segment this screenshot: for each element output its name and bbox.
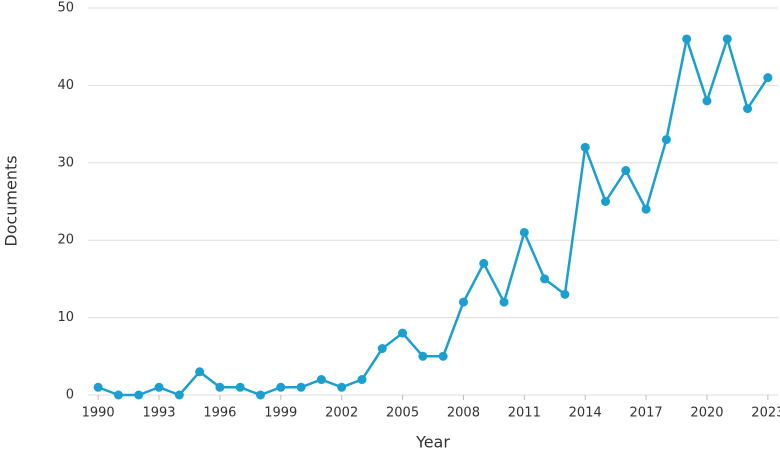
point <box>641 204 651 214</box>
point <box>357 375 367 385</box>
point <box>743 104 753 114</box>
point <box>601 197 610 206</box>
point <box>296 382 306 392</box>
x-tick-label: 1993 <box>142 406 175 421</box>
point <box>398 328 408 338</box>
x-axis-label: Year <box>415 433 450 452</box>
point <box>580 142 590 152</box>
point <box>621 166 631 176</box>
point <box>458 297 468 307</box>
point <box>499 297 509 307</box>
x-tick-label: 2005 <box>386 406 419 421</box>
line <box>97 37 769 397</box>
x-tick-label: 2002 <box>325 406 358 421</box>
y-tick-label: 10 <box>57 310 74 325</box>
x-tick-label: 2008 <box>447 406 480 421</box>
point <box>174 390 184 400</box>
point <box>722 34 732 44</box>
point <box>540 274 550 284</box>
point <box>438 351 448 361</box>
y-tick-label: 0 <box>66 388 74 403</box>
point <box>134 390 144 400</box>
point <box>215 382 225 392</box>
point <box>235 382 245 392</box>
point <box>479 258 489 268</box>
x-tick-label: 1996 <box>203 406 236 421</box>
point <box>560 289 570 299</box>
y-tick-label: 40 <box>57 78 74 93</box>
point <box>154 382 164 392</box>
point <box>661 135 671 145</box>
point <box>93 382 103 392</box>
x-tick-label: 2011 <box>508 406 541 421</box>
point <box>418 351 428 361</box>
x-tick-label: 1999 <box>264 406 297 421</box>
y-axis-label: Documents <box>2 155 21 246</box>
x-tick-label: 2017 <box>630 406 663 421</box>
x-tick-label: 1990 <box>82 406 115 421</box>
point <box>195 367 205 377</box>
point <box>113 390 123 400</box>
point <box>256 390 265 400</box>
point <box>519 227 529 237</box>
point <box>702 96 712 106</box>
point <box>337 382 347 392</box>
point <box>276 382 286 392</box>
point <box>316 375 326 385</box>
y-tick-label: 50 <box>57 1 74 16</box>
x-tick-label: 2020 <box>690 406 723 421</box>
x-tick-label: 2014 <box>569 406 602 421</box>
point <box>377 344 387 354</box>
y-tick-label: 30 <box>57 155 74 170</box>
point <box>682 34 692 44</box>
x-tick-label: 2023 <box>751 406 780 421</box>
y-tick-label: 20 <box>57 233 74 248</box>
point <box>763 73 773 83</box>
